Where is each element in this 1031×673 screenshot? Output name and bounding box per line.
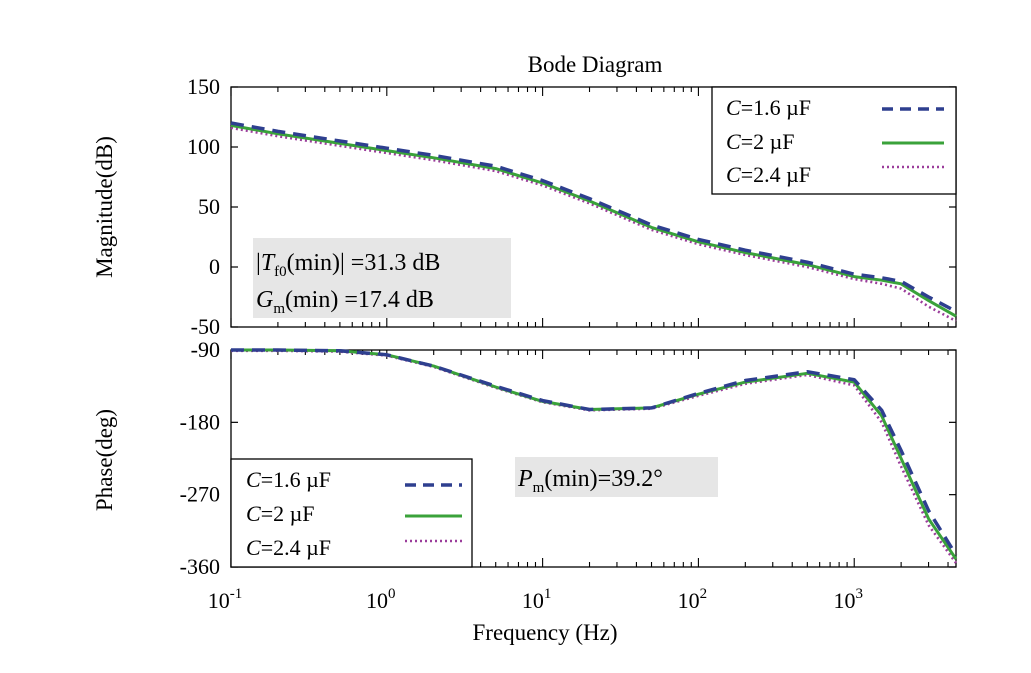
phase-annotation: Pm(min)=39.2° (515, 457, 718, 497)
chart-title: Bode Diagram (528, 52, 663, 77)
phase-ytick-label: -270 (180, 482, 220, 507)
magnitude-ytick-label: 50 (198, 194, 220, 219)
phase-panel: -90 -180 -270 -360 Phase(deg) 10-1 100 101 102… (92, 337, 958, 645)
magnitude-series-0 (230, 121, 957, 313)
frequency-xtick-label: 103 (833, 586, 863, 613)
legend-label-c24: C=2.4 µF (726, 162, 811, 187)
phase-series-0 (231, 348, 958, 556)
frequency-axis-label: Frequency (Hz) (473, 620, 618, 645)
phase-ytick-label: -180 (180, 409, 220, 434)
magnitude-annotation: |Tf0(min)| =31.3 dB Gm(min) =17.4 dB (253, 238, 511, 318)
magnitude-ytick-label: 0 (209, 254, 220, 279)
magnitude-ytick-label: 100 (187, 134, 220, 159)
pm-annotation: Pm(min)=39.2° (517, 466, 663, 496)
legend-label-c16: C=1.6 µF (246, 467, 331, 492)
phase-axis-label: Phase(deg) (92, 409, 117, 511)
tf0-annotation: |Tf0(min)| =31.3 dB (256, 250, 440, 280)
legend-label-c16: C=1.6 µF (726, 95, 811, 120)
magnitude-ytick-label: -50 (191, 314, 220, 339)
phase-legend: C=1.6 µF C=2 µF C=2.4 µF (230, 458, 473, 568)
magnitude-ytick-label: 150 (187, 74, 220, 99)
magnitude-panel: 150 100 50 0 -50 Magnitude(dB) |Tf0(min)| =3… (92, 74, 957, 339)
frequency-xtick-label: 100 (366, 586, 396, 613)
phase-ytick-label: -360 (180, 554, 220, 579)
phase-ytick-label: -90 (191, 337, 220, 362)
legend-label-c2: C=2 µF (246, 501, 315, 526)
frequency-xtick-label: 10-1 (208, 586, 243, 613)
legend-label-c24: C=2.4 µF (246, 535, 331, 560)
frequency-xtick-label: 102 (678, 586, 708, 613)
frequency-xtick-label: 101 (522, 586, 552, 613)
magnitude-series-1 (230, 123, 957, 318)
legend-label-c2: C=2 µF (726, 129, 795, 154)
magnitude-axis-label: Magnitude(dB) (92, 136, 117, 278)
gm-annotation: Gm(min) =17.4 dB (256, 287, 434, 317)
magnitude-legend: C=1.6 µF C=2 µF C=2.4 µF (711, 86, 957, 195)
